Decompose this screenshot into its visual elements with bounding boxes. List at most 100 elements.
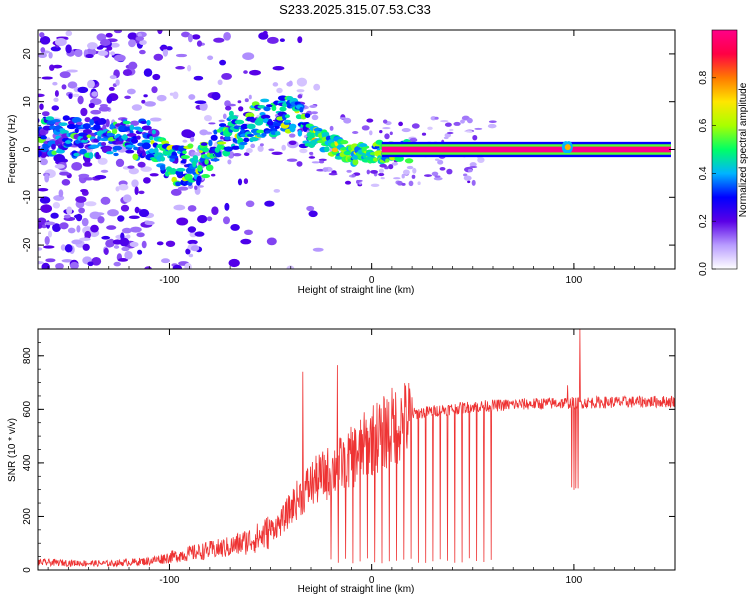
spectrogram-cell — [43, 245, 55, 249]
spectrogram-cell — [389, 131, 393, 136]
spectrogram-cell — [175, 53, 188, 58]
spectrogram-cell — [162, 48, 169, 57]
colorbar-tick-label: 0.6 — [698, 118, 709, 132]
spectrogram-cell — [242, 52, 255, 60]
spectrogram-cell — [144, 220, 155, 226]
spectrogram-cell — [55, 262, 64, 269]
spectrogram-cell — [113, 152, 119, 157]
spectrogram-cell — [115, 158, 125, 168]
spectrogram-cell — [237, 178, 243, 186]
spectrogram-cell — [58, 189, 64, 198]
spectrogram-cell — [169, 157, 175, 162]
spectrogram-cell — [467, 180, 471, 184]
spectrogram-cell — [256, 129, 265, 134]
spectrogram-cell — [288, 133, 296, 138]
spectrogram-cell — [90, 224, 99, 233]
spectrogram-cell — [408, 180, 414, 187]
spectrogram-cell — [93, 124, 101, 131]
spectrogram-cell — [469, 162, 477, 167]
spectrogram-cell — [446, 131, 454, 135]
spectrogram-cell — [122, 69, 133, 77]
spectrogram-cell — [80, 107, 88, 117]
spectrogram-cell — [284, 114, 290, 119]
spectrogram-cell — [204, 158, 209, 165]
spectrogram-cell — [50, 212, 59, 219]
spectrogram-cell — [61, 259, 73, 263]
spectrogram-cell — [299, 106, 304, 113]
spectrogram-cell — [159, 46, 169, 50]
spectrogram-cell — [105, 151, 114, 155]
spectrogram-cell — [228, 258, 240, 268]
spectrogram-cell — [156, 94, 167, 102]
spectrogram-cell — [219, 123, 227, 128]
spectrogram-cell — [63, 214, 71, 219]
spectrogram-cell — [59, 171, 70, 176]
spectrogram-cell — [119, 237, 130, 247]
spectrogram-cell — [94, 175, 107, 180]
spectrogram-cell — [91, 91, 98, 97]
spectrogram-cell — [176, 167, 186, 172]
spectrogram-cell — [217, 79, 223, 86]
spectrogram-cell — [45, 258, 56, 263]
spectrogram-cell — [398, 121, 403, 127]
spectrogram-cell — [469, 165, 478, 169]
spectrogram-cell — [76, 121, 83, 126]
spectrogram-cell — [51, 105, 60, 111]
spectrogram-cell — [427, 126, 433, 130]
spectrogram-cell — [97, 50, 109, 57]
spectrogram-cell — [211, 91, 221, 101]
snr-xtick-label: -100 — [159, 575, 179, 586]
spectrogram-cell — [237, 100, 242, 104]
spectrogram-cell — [71, 239, 83, 245]
spectrogram-cell — [172, 264, 182, 269]
spectrogram-cell — [440, 120, 449, 123]
spectrogram-cell — [88, 102, 95, 109]
spectrogram-cell — [382, 127, 391, 130]
spectrogram-cell — [103, 247, 109, 255]
spectrogram-cell — [97, 117, 107, 125]
spectrogram-cell — [375, 139, 384, 145]
spectrogram-cell — [89, 144, 100, 149]
spectrogram-cell — [69, 261, 79, 269]
spectrogram-cell — [87, 261, 94, 267]
spectrogram-cell — [153, 53, 164, 61]
spectrogram-cell — [297, 129, 303, 137]
spectrogram-cell — [288, 140, 297, 146]
spectrogram-cell — [75, 196, 87, 203]
spectrogram-cell — [41, 224, 47, 229]
spectrogram-cell — [175, 181, 181, 187]
spectrogram-cell — [39, 135, 48, 140]
spectrogram-cell — [82, 123, 91, 130]
spectrogram-cell — [144, 266, 152, 269]
spectrogram-cell — [477, 157, 485, 163]
spectrogram-cell — [309, 151, 314, 155]
spectrogram-cell — [136, 232, 145, 238]
spectrogram-cell — [488, 120, 497, 123]
spectrogram-cell — [250, 143, 256, 149]
spectrogram-cell — [181, 31, 191, 38]
spectrogram-cell — [306, 131, 317, 138]
spectrogram-cell — [225, 105, 232, 111]
spectrogram-cell — [434, 175, 441, 178]
spectrogram-cell — [106, 132, 115, 137]
spectrogram-cell — [66, 123, 77, 130]
spectrogram-cell — [188, 94, 196, 100]
spectrogram-cell — [77, 142, 84, 149]
spectrogram-cell — [243, 178, 249, 185]
spectrogram-cell — [206, 216, 213, 222]
spectrogram-cell — [118, 183, 129, 191]
snr-ytick-label: 0 — [22, 567, 33, 573]
spectrogram-cell — [224, 146, 234, 152]
spectrogram-xtick-label: 0 — [369, 275, 375, 286]
spectrogram-cell — [245, 200, 255, 208]
spectrogram-cell — [460, 119, 465, 124]
spectrogram-cell — [352, 158, 359, 166]
spectrogram-cell — [38, 260, 44, 265]
spectrogram-cell — [90, 109, 102, 115]
spectrogram-cell — [201, 147, 210, 153]
spectrogram-cell — [286, 158, 298, 162]
spectrogram-cell — [453, 121, 461, 126]
spectrogram-cell — [55, 38, 67, 47]
spectrogram-cell — [467, 168, 473, 173]
spectrogram-cell — [352, 131, 359, 134]
